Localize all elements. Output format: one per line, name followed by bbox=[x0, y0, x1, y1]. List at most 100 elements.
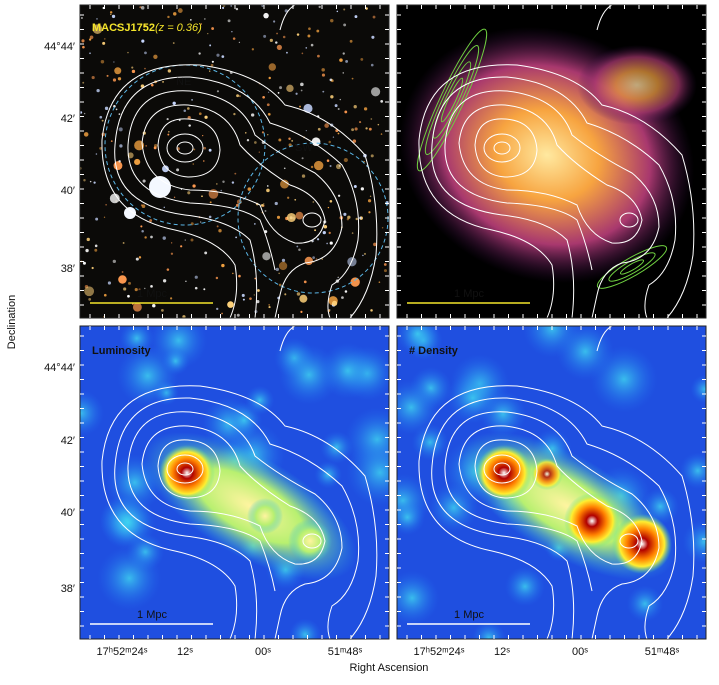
star bbox=[381, 227, 384, 229]
star bbox=[101, 119, 104, 122]
star bbox=[150, 285, 153, 288]
star bbox=[216, 53, 220, 57]
star bbox=[280, 179, 289, 189]
star bbox=[231, 31, 233, 33]
star bbox=[276, 32, 278, 35]
star bbox=[96, 18, 98, 20]
noise-blob bbox=[556, 326, 615, 381]
x-tick-label: 00ˢ bbox=[255, 646, 271, 658]
panel-image bbox=[397, 5, 706, 318]
star bbox=[194, 286, 198, 290]
star bbox=[141, 230, 144, 233]
star bbox=[216, 90, 220, 93]
star bbox=[83, 132, 89, 137]
star bbox=[264, 210, 267, 212]
star bbox=[329, 200, 333, 203]
star bbox=[377, 123, 380, 126]
star bbox=[96, 88, 100, 93]
star bbox=[150, 83, 154, 87]
star bbox=[172, 101, 176, 105]
background bbox=[80, 5, 389, 318]
y-tick-label: 38′ bbox=[61, 583, 75, 595]
star bbox=[378, 281, 381, 284]
star bbox=[383, 263, 387, 266]
star bbox=[256, 300, 260, 304]
star bbox=[80, 111, 83, 114]
star bbox=[296, 245, 299, 248]
star bbox=[317, 127, 321, 131]
x-tick-label: 51ᵐ48ˢ bbox=[645, 646, 680, 658]
star bbox=[262, 252, 271, 261]
star bbox=[100, 59, 105, 64]
star bbox=[211, 27, 215, 30]
star bbox=[188, 124, 191, 127]
star bbox=[288, 137, 291, 141]
star bbox=[198, 112, 202, 116]
panel-image bbox=[80, 326, 389, 639]
star bbox=[88, 38, 92, 41]
star bbox=[227, 19, 231, 23]
star bbox=[370, 309, 373, 312]
star bbox=[95, 217, 99, 221]
noise-blob bbox=[397, 326, 440, 356]
star bbox=[318, 5, 321, 9]
star bbox=[236, 313, 240, 317]
bright-star bbox=[124, 207, 136, 219]
star bbox=[336, 10, 339, 13]
star bbox=[106, 74, 109, 77]
star bbox=[303, 103, 313, 114]
star bbox=[187, 115, 191, 120]
star bbox=[234, 172, 237, 175]
noise-blob bbox=[397, 380, 439, 435]
star bbox=[102, 41, 106, 45]
star bbox=[344, 110, 348, 114]
star bbox=[208, 148, 212, 152]
star bbox=[191, 98, 193, 101]
star bbox=[216, 307, 219, 311]
star bbox=[203, 160, 205, 162]
star bbox=[204, 115, 208, 119]
star bbox=[216, 183, 218, 185]
star bbox=[144, 236, 147, 239]
star bbox=[266, 185, 269, 187]
star bbox=[172, 42, 175, 44]
star bbox=[253, 294, 256, 296]
star bbox=[295, 211, 304, 220]
star bbox=[246, 138, 250, 142]
star bbox=[278, 272, 280, 275]
star bbox=[345, 59, 349, 63]
star bbox=[249, 297, 252, 300]
star bbox=[298, 248, 301, 251]
star bbox=[351, 77, 354, 80]
star bbox=[268, 63, 277, 71]
star bbox=[295, 92, 298, 95]
star bbox=[207, 32, 209, 35]
star bbox=[233, 112, 236, 116]
panel-image bbox=[397, 326, 706, 639]
star bbox=[192, 184, 196, 188]
star bbox=[84, 286, 95, 297]
star bbox=[218, 229, 222, 233]
star bbox=[122, 242, 125, 244]
xray-emission bbox=[577, 45, 697, 125]
star bbox=[118, 275, 127, 284]
y-tick-label: 38′ bbox=[61, 263, 75, 275]
region-label: NE bbox=[176, 76, 191, 88]
star bbox=[332, 136, 335, 138]
noise-blob bbox=[504, 566, 546, 607]
cluster-name: MACSJ1752 bbox=[92, 22, 155, 34]
star bbox=[201, 195, 203, 198]
star bbox=[170, 252, 174, 255]
star bbox=[334, 104, 338, 108]
star bbox=[216, 225, 219, 228]
star bbox=[341, 296, 344, 299]
star bbox=[329, 78, 332, 82]
star bbox=[247, 187, 252, 191]
star bbox=[91, 266, 94, 270]
star bbox=[329, 241, 333, 245]
star bbox=[317, 54, 320, 58]
star bbox=[254, 223, 256, 225]
star bbox=[221, 55, 225, 58]
star bbox=[342, 52, 345, 55]
peak bbox=[531, 458, 563, 490]
